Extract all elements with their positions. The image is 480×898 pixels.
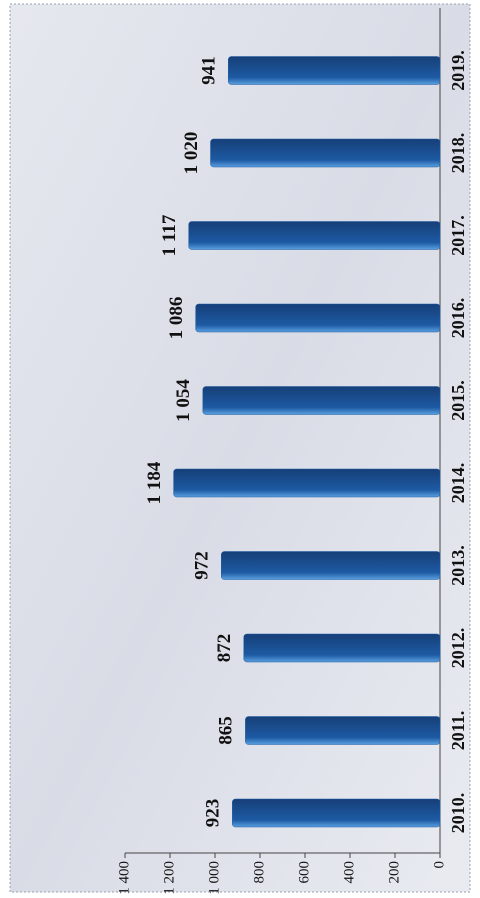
y-tick-label: 800 <box>251 861 267 884</box>
y-tick-label: 400 <box>341 861 357 884</box>
bar <box>210 138 441 168</box>
bar <box>202 386 441 415</box>
data-label: 872 <box>214 634 235 663</box>
x-tick-label: 2010. <box>448 793 468 834</box>
x-tick-label: 2014. <box>448 463 468 504</box>
data-label: 923 <box>203 799 224 828</box>
data-label: 941 <box>199 56 220 85</box>
y-tick-label: 600 <box>296 861 312 884</box>
bar <box>243 633 441 663</box>
data-label: 1 020 <box>181 132 202 175</box>
bar <box>173 468 441 498</box>
bar <box>195 303 441 333</box>
x-tick-label: 2012. <box>448 628 468 669</box>
x-tick-label: 2011. <box>448 711 468 751</box>
data-label: 1 086 <box>166 297 187 340</box>
bar <box>228 56 441 85</box>
x-tick-label: 2017. <box>448 215 468 256</box>
x-tick-label: 2019. <box>448 50 468 91</box>
data-label: 972 <box>192 551 213 580</box>
x-tick-label: 2015. <box>448 380 468 421</box>
bar <box>245 716 441 745</box>
data-label: 865 <box>216 716 237 745</box>
data-label: 1 184 <box>144 461 165 504</box>
bar <box>221 551 441 580</box>
bar <box>188 221 441 250</box>
data-label: 1 117 <box>159 214 180 256</box>
y-tick-label: 1 400 <box>116 861 132 895</box>
x-tick-label: 2018. <box>448 133 468 174</box>
chart-background <box>9 3 471 893</box>
data-label: 1 054 <box>173 379 194 422</box>
y-tick-label: 0 <box>431 861 447 869</box>
y-tick-label: 200 <box>386 861 402 884</box>
y-tick-label: 1 200 <box>161 861 177 895</box>
plot-area: 0 200 400 600 800 1 000 1 200 1 400 2010. 923 2011… <box>116 8 468 895</box>
x-tick-label: 2016. <box>448 298 468 339</box>
y-tick-label: 1 000 <box>206 861 222 895</box>
bar <box>232 798 441 828</box>
x-tick-label: 2013. <box>448 545 468 586</box>
